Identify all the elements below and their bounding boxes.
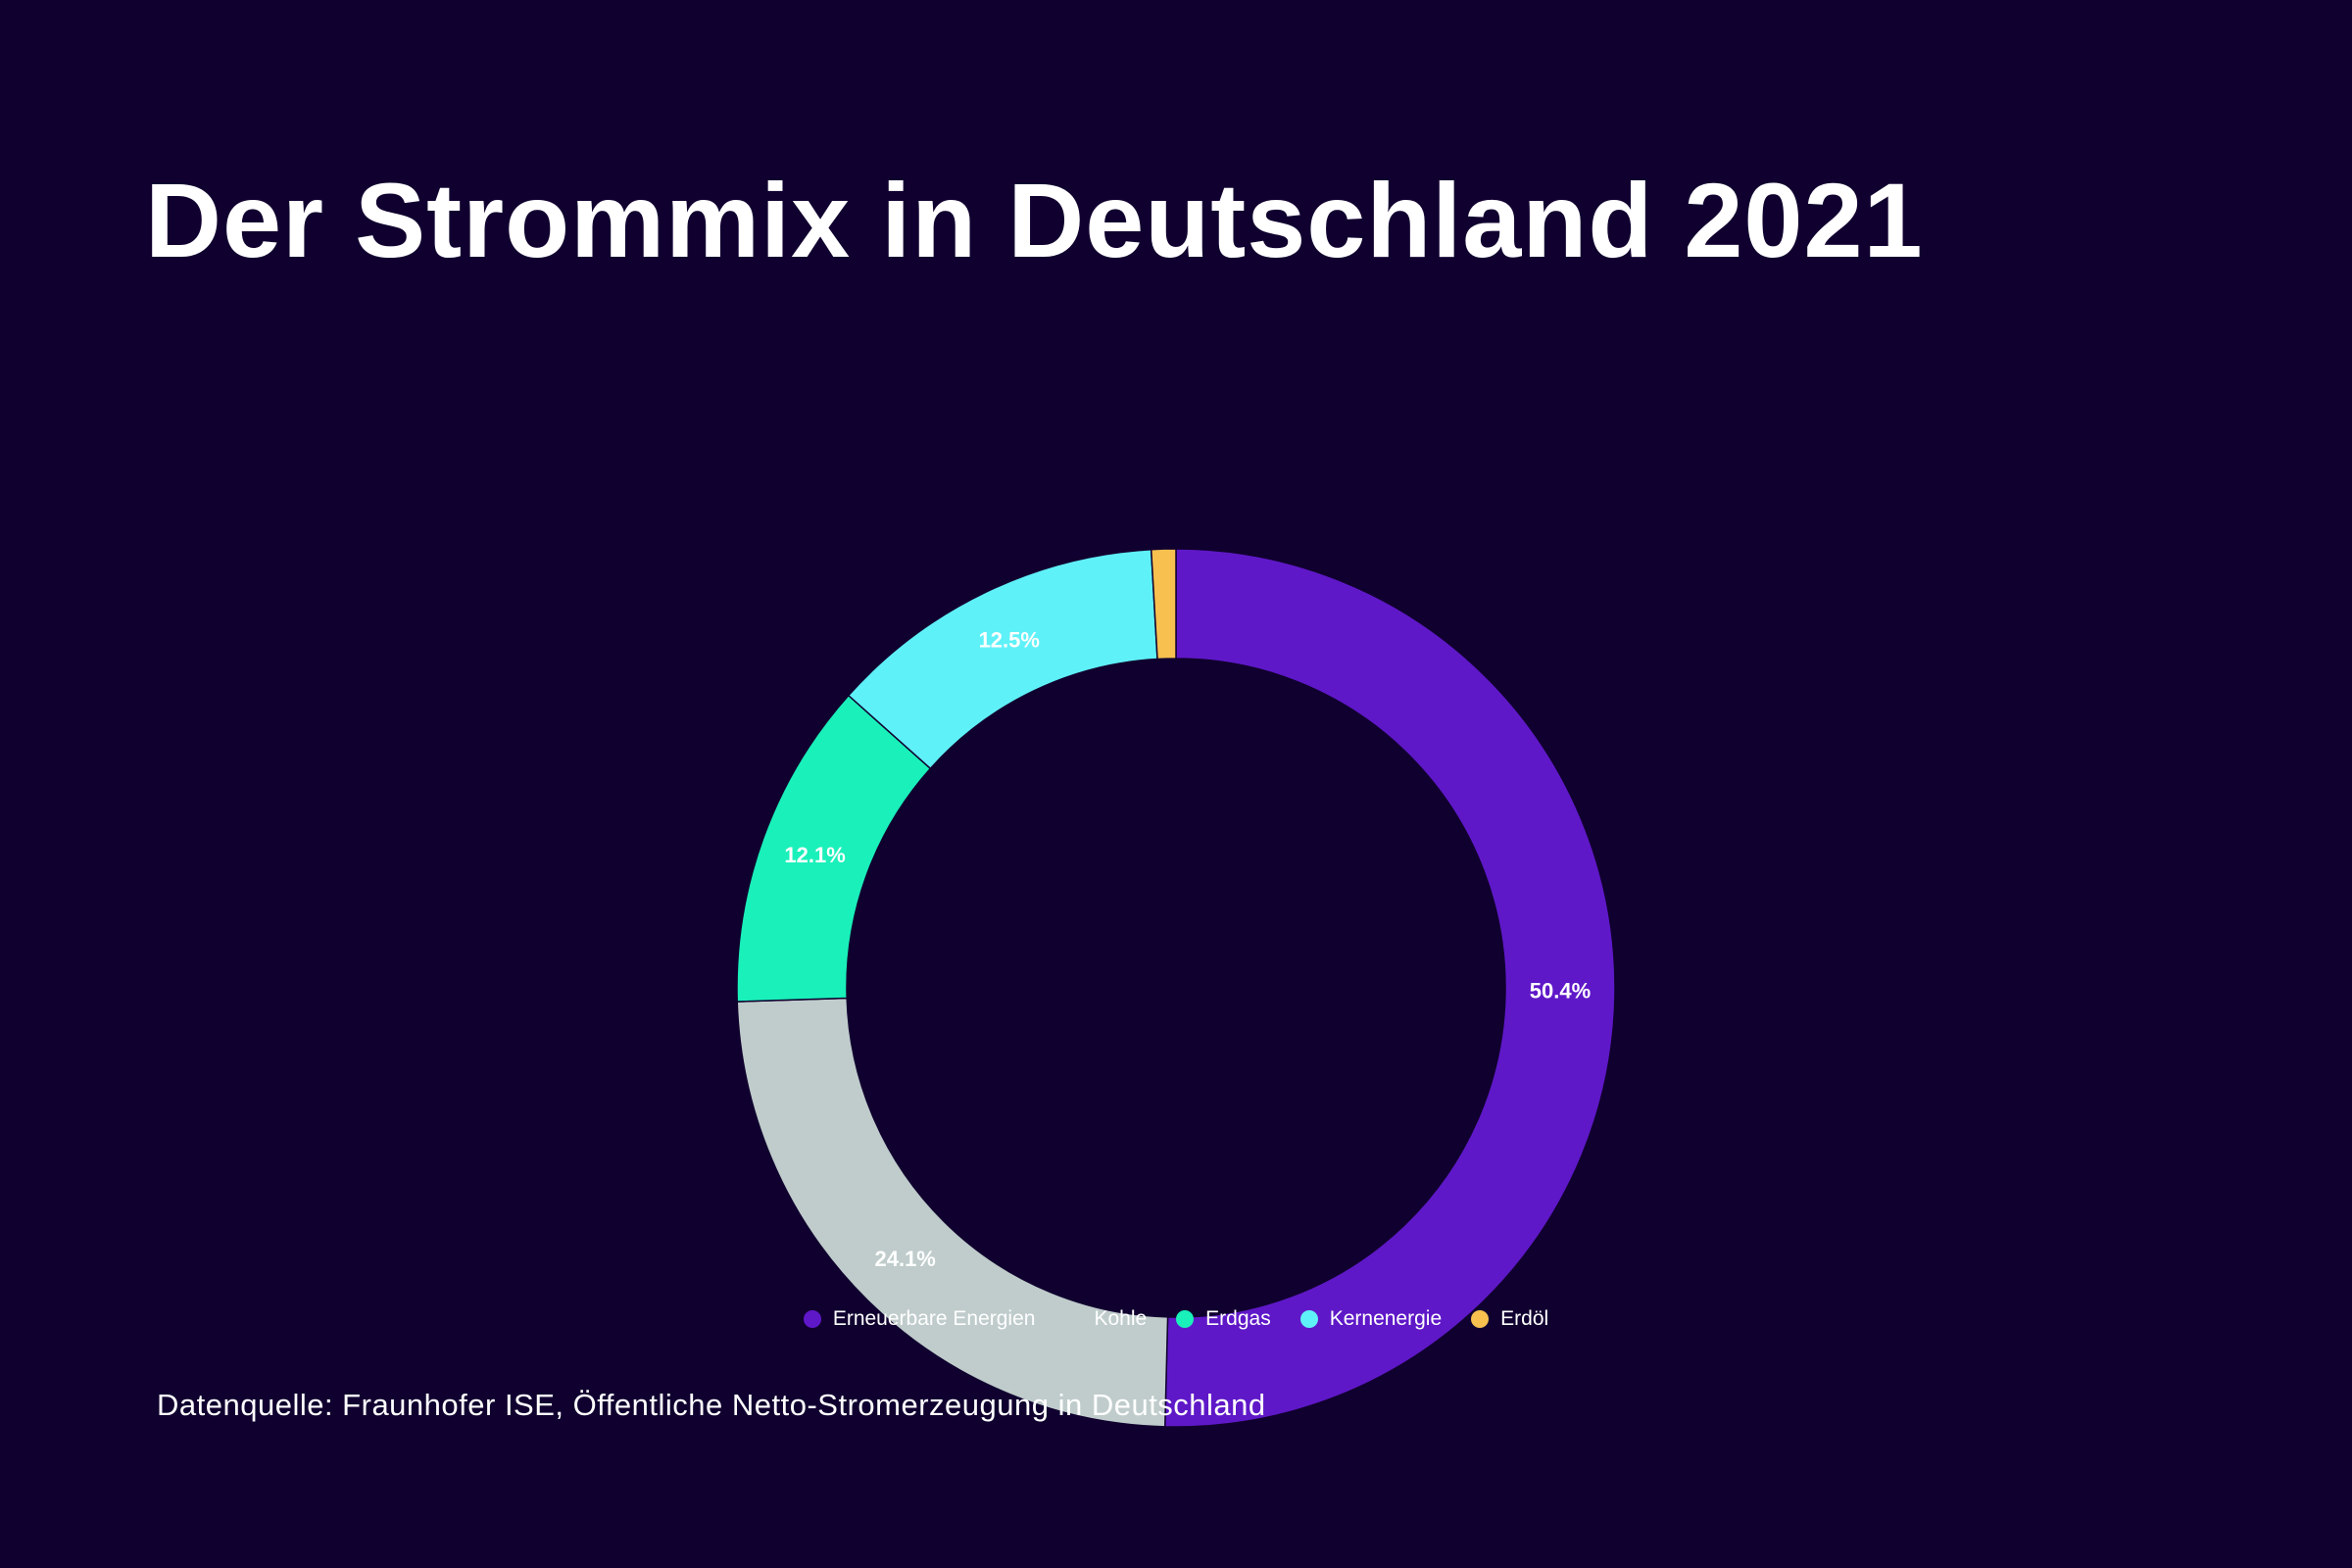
legend-swatch — [1176, 1310, 1195, 1328]
legend-item-kernenergie[interactable]: Kernenergie — [1299, 1307, 1443, 1331]
donut-labels: 50.4% 24.1% 12.1% 12.5% — [784, 628, 1591, 1271]
legend-swatch — [1471, 1310, 1490, 1328]
donut-slices — [736, 548, 1616, 1428]
legend-item-erneuerbare-energien[interactable]: Erneuerbare Energien — [803, 1307, 1036, 1331]
legend-swatch — [803, 1310, 821, 1328]
legend-swatch — [1064, 1310, 1083, 1328]
legend-label: Erdgas — [1205, 1307, 1271, 1330]
slice-label-erneuerbare-energien: 50.4% — [1530, 979, 1591, 1004]
legend-item-erdgas[interactable]: Erdgas — [1176, 1307, 1271, 1331]
source-note: Datenquelle: Fraunhofer ISE, Öffentliche… — [157, 1388, 1266, 1422]
slice-erneuerbare-energien — [1163, 548, 1616, 1428]
slice-label-kohle: 24.1% — [874, 1247, 935, 1271]
legend-label: Erneuerbare Energien — [832, 1307, 1036, 1330]
slice-erdoel — [1150, 548, 1177, 661]
legend-label: Kohle — [1094, 1307, 1148, 1330]
legend-item-kohle[interactable]: Kohle — [1064, 1307, 1147, 1331]
chart-legend: Erneuerbare Energien Kohle Erdgas Kernenerg… — [0, 1307, 2352, 1331]
legend-swatch — [1299, 1310, 1318, 1328]
slice-kohle — [736, 997, 1169, 1428]
slice-label-kernenergie: 12.5% — [979, 628, 1040, 653]
slice-kernenergie — [847, 548, 1158, 770]
slice-label-erdgas: 12.1% — [784, 843, 845, 867]
legend-label: Erdöl — [1500, 1307, 1549, 1330]
legend-label: Kernenergie — [1329, 1307, 1443, 1330]
legend-item-erdoel[interactable]: Erdöl — [1471, 1307, 1548, 1331]
chart-title: Der Strommix in Deutschland 2021 — [145, 161, 1924, 279]
